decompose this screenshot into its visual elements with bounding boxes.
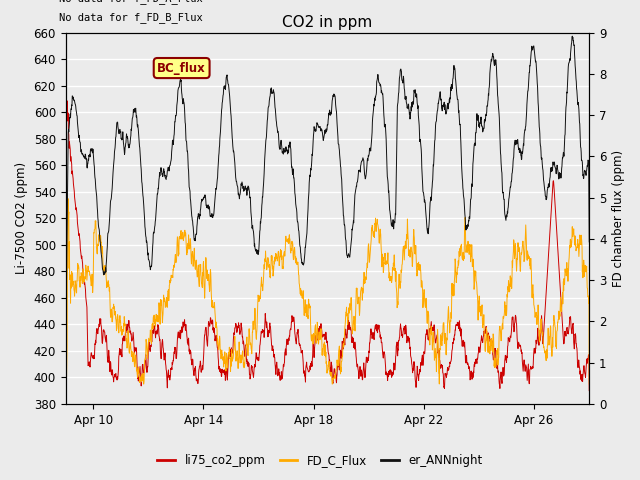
Y-axis label: Li-7500 CO2 (ppm): Li-7500 CO2 (ppm) [15, 162, 28, 274]
Legend: li75_co2_ppm, FD_C_Flux, er_ANNnight: li75_co2_ppm, FD_C_Flux, er_ANNnight [153, 449, 487, 472]
Text: No data for f_FD_A_Flux: No data for f_FD_A_Flux [60, 0, 203, 4]
Text: No data for f_FD_B_Flux: No data for f_FD_B_Flux [60, 12, 203, 23]
Text: BC_flux: BC_flux [157, 61, 206, 74]
Title: CO2 in ppm: CO2 in ppm [282, 15, 372, 30]
Y-axis label: FD chamber flux (ppm): FD chamber flux (ppm) [612, 150, 625, 287]
